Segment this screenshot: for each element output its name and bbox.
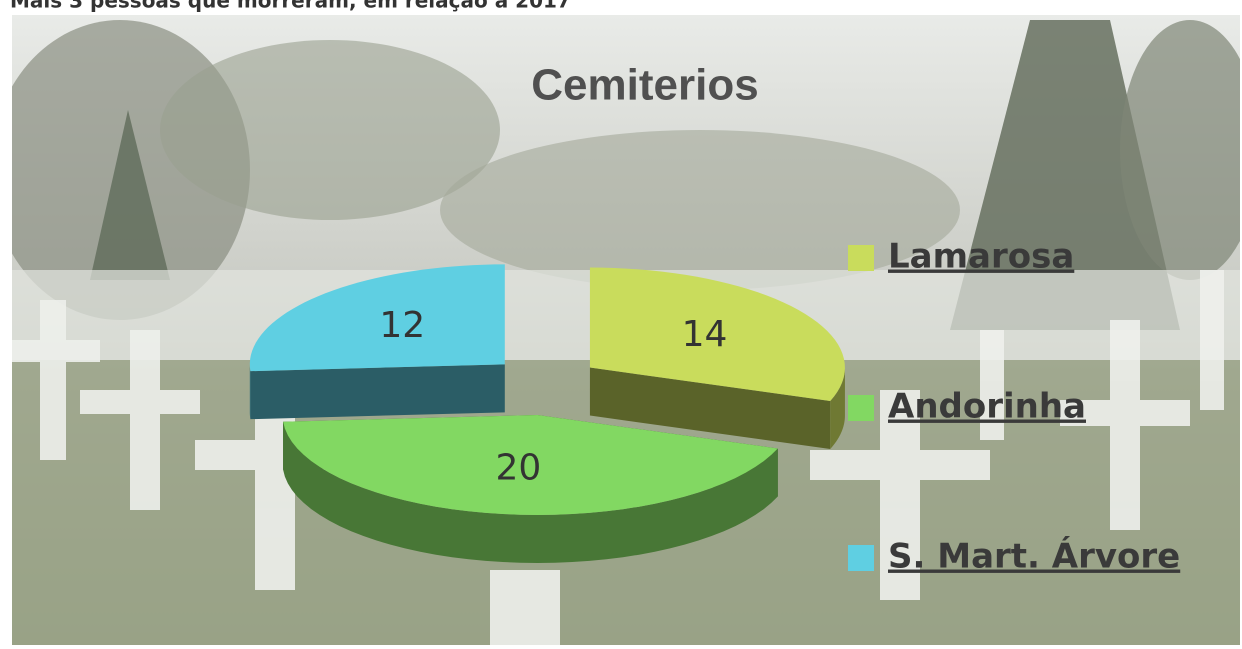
slice-side (589, 367, 831, 450)
legend: Lamarosa Andorinha S. Mart. Árvore (848, 237, 1180, 577)
pie: 12 14 20 (249, 264, 845, 563)
chart-title: Cemiterios (531, 61, 758, 110)
legend-label: Lamarosa (888, 237, 1074, 277)
slice-side (250, 364, 505, 420)
slice-top (249, 264, 505, 372)
data-label: 14 (682, 314, 728, 355)
slice-top (589, 267, 845, 402)
slice-wall (830, 367, 845, 450)
pie-slice: 14 (589, 267, 845, 450)
data-label: 12 (379, 305, 425, 346)
pie-slice: 12 (249, 264, 505, 420)
slice-wall (249, 364, 251, 420)
legend-swatch (848, 545, 874, 571)
slice-top (283, 414, 778, 515)
caption: Mais 3 pessoas que morreram, em relação … (10, 0, 571, 13)
legend-swatch (848, 395, 874, 421)
legend-swatch (848, 245, 874, 271)
pie-slice: 20 (283, 414, 778, 563)
legend-label: S. Mart. Árvore (888, 536, 1180, 577)
data-label: 20 (496, 447, 542, 488)
slice-wall (283, 421, 778, 563)
legend-label: Andorinha (888, 387, 1086, 427)
